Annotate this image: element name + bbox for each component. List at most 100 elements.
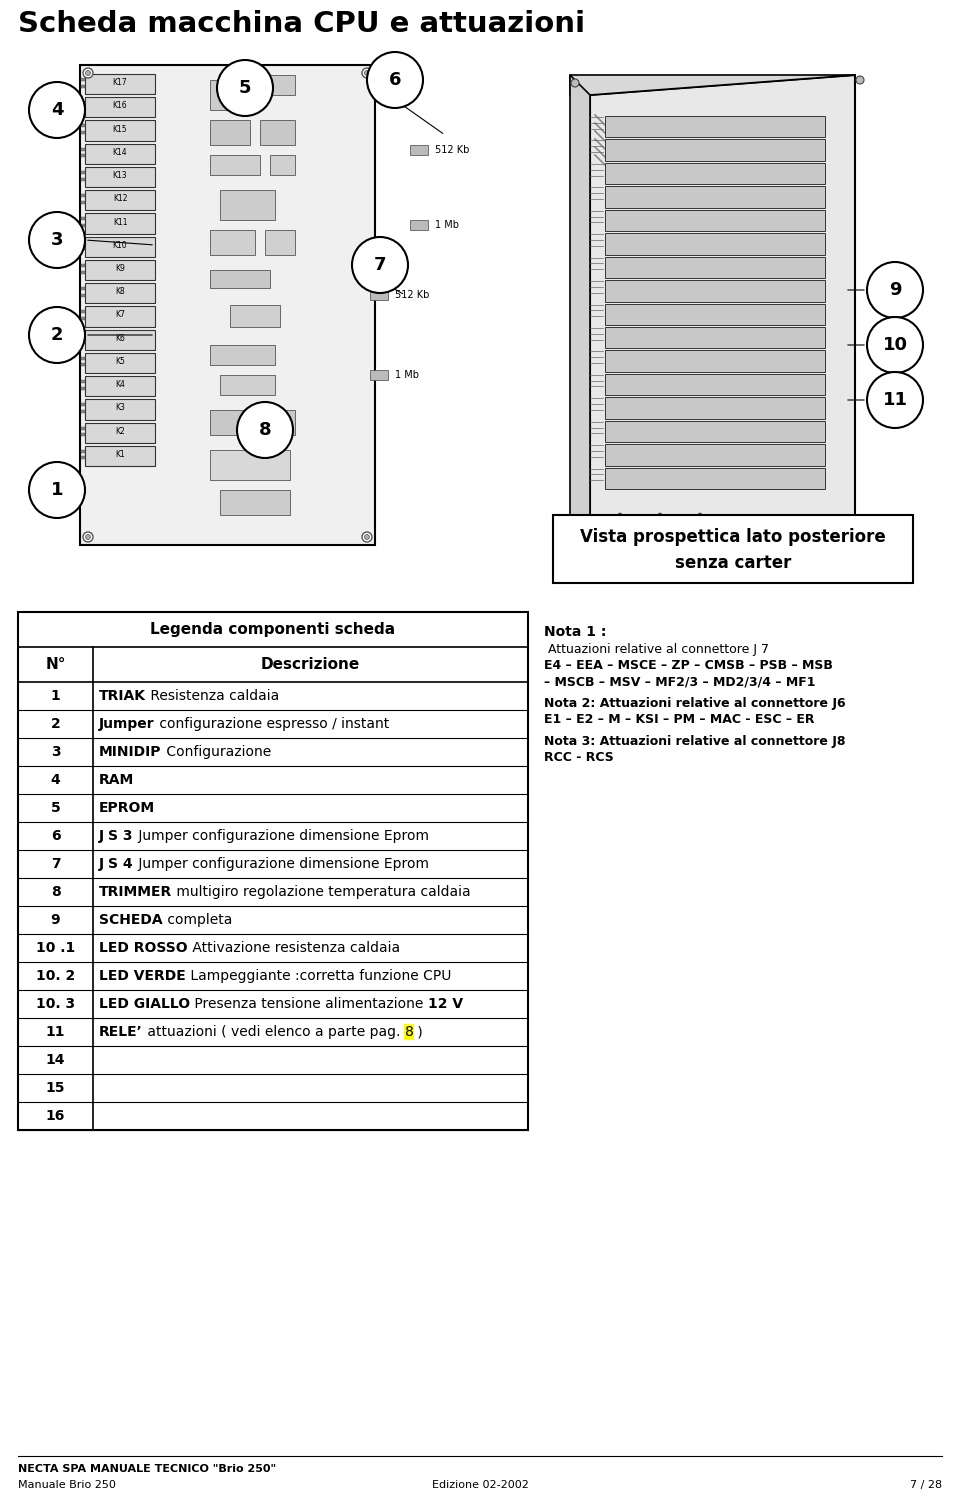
Text: K4: K4 bbox=[115, 380, 125, 389]
Bar bbox=[81, 264, 85, 267]
Circle shape bbox=[217, 60, 273, 116]
Bar bbox=[81, 125, 85, 128]
Circle shape bbox=[29, 212, 85, 268]
Bar bbox=[81, 178, 85, 181]
Bar bbox=[81, 434, 85, 437]
Text: K8: K8 bbox=[115, 288, 125, 297]
Text: Resistenza caldaia: Resistenza caldaia bbox=[146, 690, 279, 703]
Bar bbox=[210, 80, 255, 110]
Bar bbox=[85, 214, 155, 233]
Bar bbox=[605, 280, 825, 301]
Text: 6: 6 bbox=[51, 828, 60, 843]
Text: K6: K6 bbox=[115, 334, 125, 343]
Bar bbox=[85, 167, 155, 187]
Bar bbox=[210, 450, 290, 480]
Bar bbox=[220, 190, 275, 220]
Bar bbox=[410, 145, 428, 155]
Bar bbox=[81, 78, 85, 81]
Bar bbox=[605, 351, 825, 372]
Circle shape bbox=[29, 81, 85, 139]
Text: 14: 14 bbox=[46, 1053, 65, 1066]
Circle shape bbox=[362, 532, 372, 542]
Bar bbox=[265, 75, 295, 95]
Bar bbox=[81, 148, 85, 151]
Text: Nota 1 :: Nota 1 : bbox=[544, 625, 607, 639]
Bar bbox=[260, 120, 295, 145]
Text: Nota 2: Attuazioni relative al connettore J6: Nota 2: Attuazioni relative al connettor… bbox=[544, 697, 846, 709]
Bar bbox=[210, 345, 275, 364]
Circle shape bbox=[362, 68, 372, 78]
Text: Attivazione resistenza caldaia: Attivazione resistenza caldaia bbox=[187, 941, 399, 955]
Bar bbox=[81, 310, 85, 313]
Text: SCHEDA: SCHEDA bbox=[99, 913, 162, 928]
Text: E1 – E2 – M – KSI – PM – MAC - ESC – ER: E1 – E2 – M – KSI – PM – MAC - ESC – ER bbox=[544, 712, 814, 726]
Bar bbox=[605, 140, 825, 161]
Bar bbox=[81, 456, 85, 459]
Bar bbox=[81, 131, 85, 134]
Bar bbox=[265, 230, 295, 255]
Text: LED ROSSO: LED ROSSO bbox=[99, 941, 187, 955]
Text: 512 Kb: 512 Kb bbox=[395, 291, 429, 300]
Text: Scheda macchina CPU e attuazioni: Scheda macchina CPU e attuazioni bbox=[18, 11, 586, 38]
Text: RAM: RAM bbox=[99, 773, 134, 788]
Bar bbox=[81, 363, 85, 366]
Text: 3: 3 bbox=[51, 230, 63, 248]
Bar bbox=[85, 261, 155, 280]
Bar bbox=[605, 467, 825, 489]
Bar bbox=[85, 330, 155, 349]
Bar bbox=[605, 187, 825, 208]
Text: 9: 9 bbox=[889, 282, 901, 300]
Text: 5: 5 bbox=[51, 801, 60, 815]
Bar bbox=[605, 209, 825, 232]
Text: K17: K17 bbox=[112, 78, 128, 87]
Text: 11: 11 bbox=[46, 1026, 65, 1039]
Text: 7: 7 bbox=[51, 857, 60, 870]
Bar bbox=[220, 489, 290, 515]
Text: Edizione 02-2002: Edizione 02-2002 bbox=[432, 1480, 528, 1489]
Bar bbox=[85, 376, 155, 396]
Bar bbox=[605, 233, 825, 255]
Text: 5: 5 bbox=[239, 78, 252, 96]
Bar bbox=[81, 288, 85, 291]
Text: K1: K1 bbox=[115, 450, 125, 459]
Text: Configurazione: Configurazione bbox=[161, 745, 271, 759]
Circle shape bbox=[367, 53, 423, 108]
Text: K12: K12 bbox=[112, 194, 128, 203]
Text: 7 / 28: 7 / 28 bbox=[910, 1480, 942, 1489]
Bar bbox=[605, 420, 825, 443]
Text: RCC - RCS: RCC - RCS bbox=[544, 751, 613, 764]
Circle shape bbox=[618, 514, 622, 517]
Text: E4 – EEA – MSCE – ZP – CMSB – PSB – MSB: E4 – EEA – MSCE – ZP – CMSB – PSB – MSB bbox=[544, 660, 833, 672]
Text: Jumper configurazione dimensione Eprom: Jumper configurazione dimensione Eprom bbox=[133, 857, 428, 870]
Circle shape bbox=[83, 532, 93, 542]
Bar bbox=[81, 294, 85, 297]
Text: 512 Kb: 512 Kb bbox=[435, 145, 469, 155]
Text: 3: 3 bbox=[51, 745, 60, 759]
Circle shape bbox=[85, 71, 90, 75]
Bar bbox=[210, 120, 250, 145]
Polygon shape bbox=[590, 75, 855, 541]
Bar bbox=[81, 217, 85, 220]
Text: TRIAK: TRIAK bbox=[99, 690, 146, 703]
Bar bbox=[605, 373, 825, 395]
Text: senza carter: senza carter bbox=[675, 554, 791, 572]
Text: TRIMMER: TRIMMER bbox=[99, 886, 172, 899]
Bar bbox=[220, 375, 275, 395]
Bar bbox=[81, 200, 85, 203]
Circle shape bbox=[365, 71, 370, 75]
Text: 4: 4 bbox=[51, 101, 63, 119]
Text: ): ) bbox=[414, 1026, 423, 1039]
Text: 4: 4 bbox=[51, 773, 60, 788]
Bar bbox=[605, 327, 825, 348]
Text: Manuale Brio 250: Manuale Brio 250 bbox=[18, 1480, 116, 1489]
Bar bbox=[370, 370, 388, 380]
Bar bbox=[605, 163, 825, 184]
Bar bbox=[81, 101, 85, 104]
Bar bbox=[81, 357, 85, 360]
Text: configurazione espresso / instant: configurazione espresso / instant bbox=[155, 717, 389, 730]
Bar bbox=[81, 271, 85, 274]
Text: Lampeggiante :corretta funzione CPU: Lampeggiante :corretta funzione CPU bbox=[185, 968, 451, 983]
Text: EPROM: EPROM bbox=[99, 801, 156, 815]
Text: J S 4: J S 4 bbox=[99, 857, 133, 870]
Text: 1: 1 bbox=[51, 690, 60, 703]
